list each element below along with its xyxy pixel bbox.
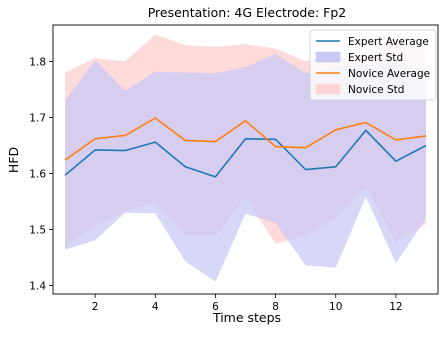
x-axis-title: Time steps xyxy=(212,310,281,325)
legend: Expert Average Expert Std Novice Average No… xyxy=(309,29,437,101)
y-tick-label: 1.4 xyxy=(29,281,46,293)
expert-average-legend-label: Expert Average xyxy=(348,36,429,48)
novice-average-legend-label: Novice Average xyxy=(348,68,430,80)
y-tick-label: 1.7 xyxy=(29,112,46,124)
y-tick-label: 1.6 xyxy=(29,169,46,181)
novice-std-legend-label: Novice Std xyxy=(348,84,404,96)
y-axis-title: HFD xyxy=(6,147,21,173)
x-tick-label: 6 xyxy=(212,301,219,313)
expert-std-legend-label: Expert Std xyxy=(348,52,403,64)
y-axis: 1.4 1.5 1.6 1.7 1.8 xyxy=(29,56,53,293)
chart-title: Presentation: 4G Electrode: Fp2 xyxy=(148,5,347,20)
x-tick-label: 4 xyxy=(152,301,159,313)
x-tick-label: 8 xyxy=(272,301,279,313)
x-tick-label: 10 xyxy=(329,301,342,313)
novice-std-legend-swatch xyxy=(315,83,341,95)
expert-std-legend-swatch xyxy=(315,51,341,63)
y-tick-label: 1.5 xyxy=(29,225,46,237)
y-tick-label: 1.8 xyxy=(29,56,46,68)
average-lines xyxy=(64,117,427,178)
x-tick-label: 12 xyxy=(389,301,402,313)
plot-frame xyxy=(52,24,439,295)
expert-std-band xyxy=(65,54,426,282)
legend-frame xyxy=(309,29,437,101)
x-axis: 2 4 6 8 10 12 xyxy=(92,294,403,313)
x-tick-label: 2 xyxy=(92,301,99,313)
